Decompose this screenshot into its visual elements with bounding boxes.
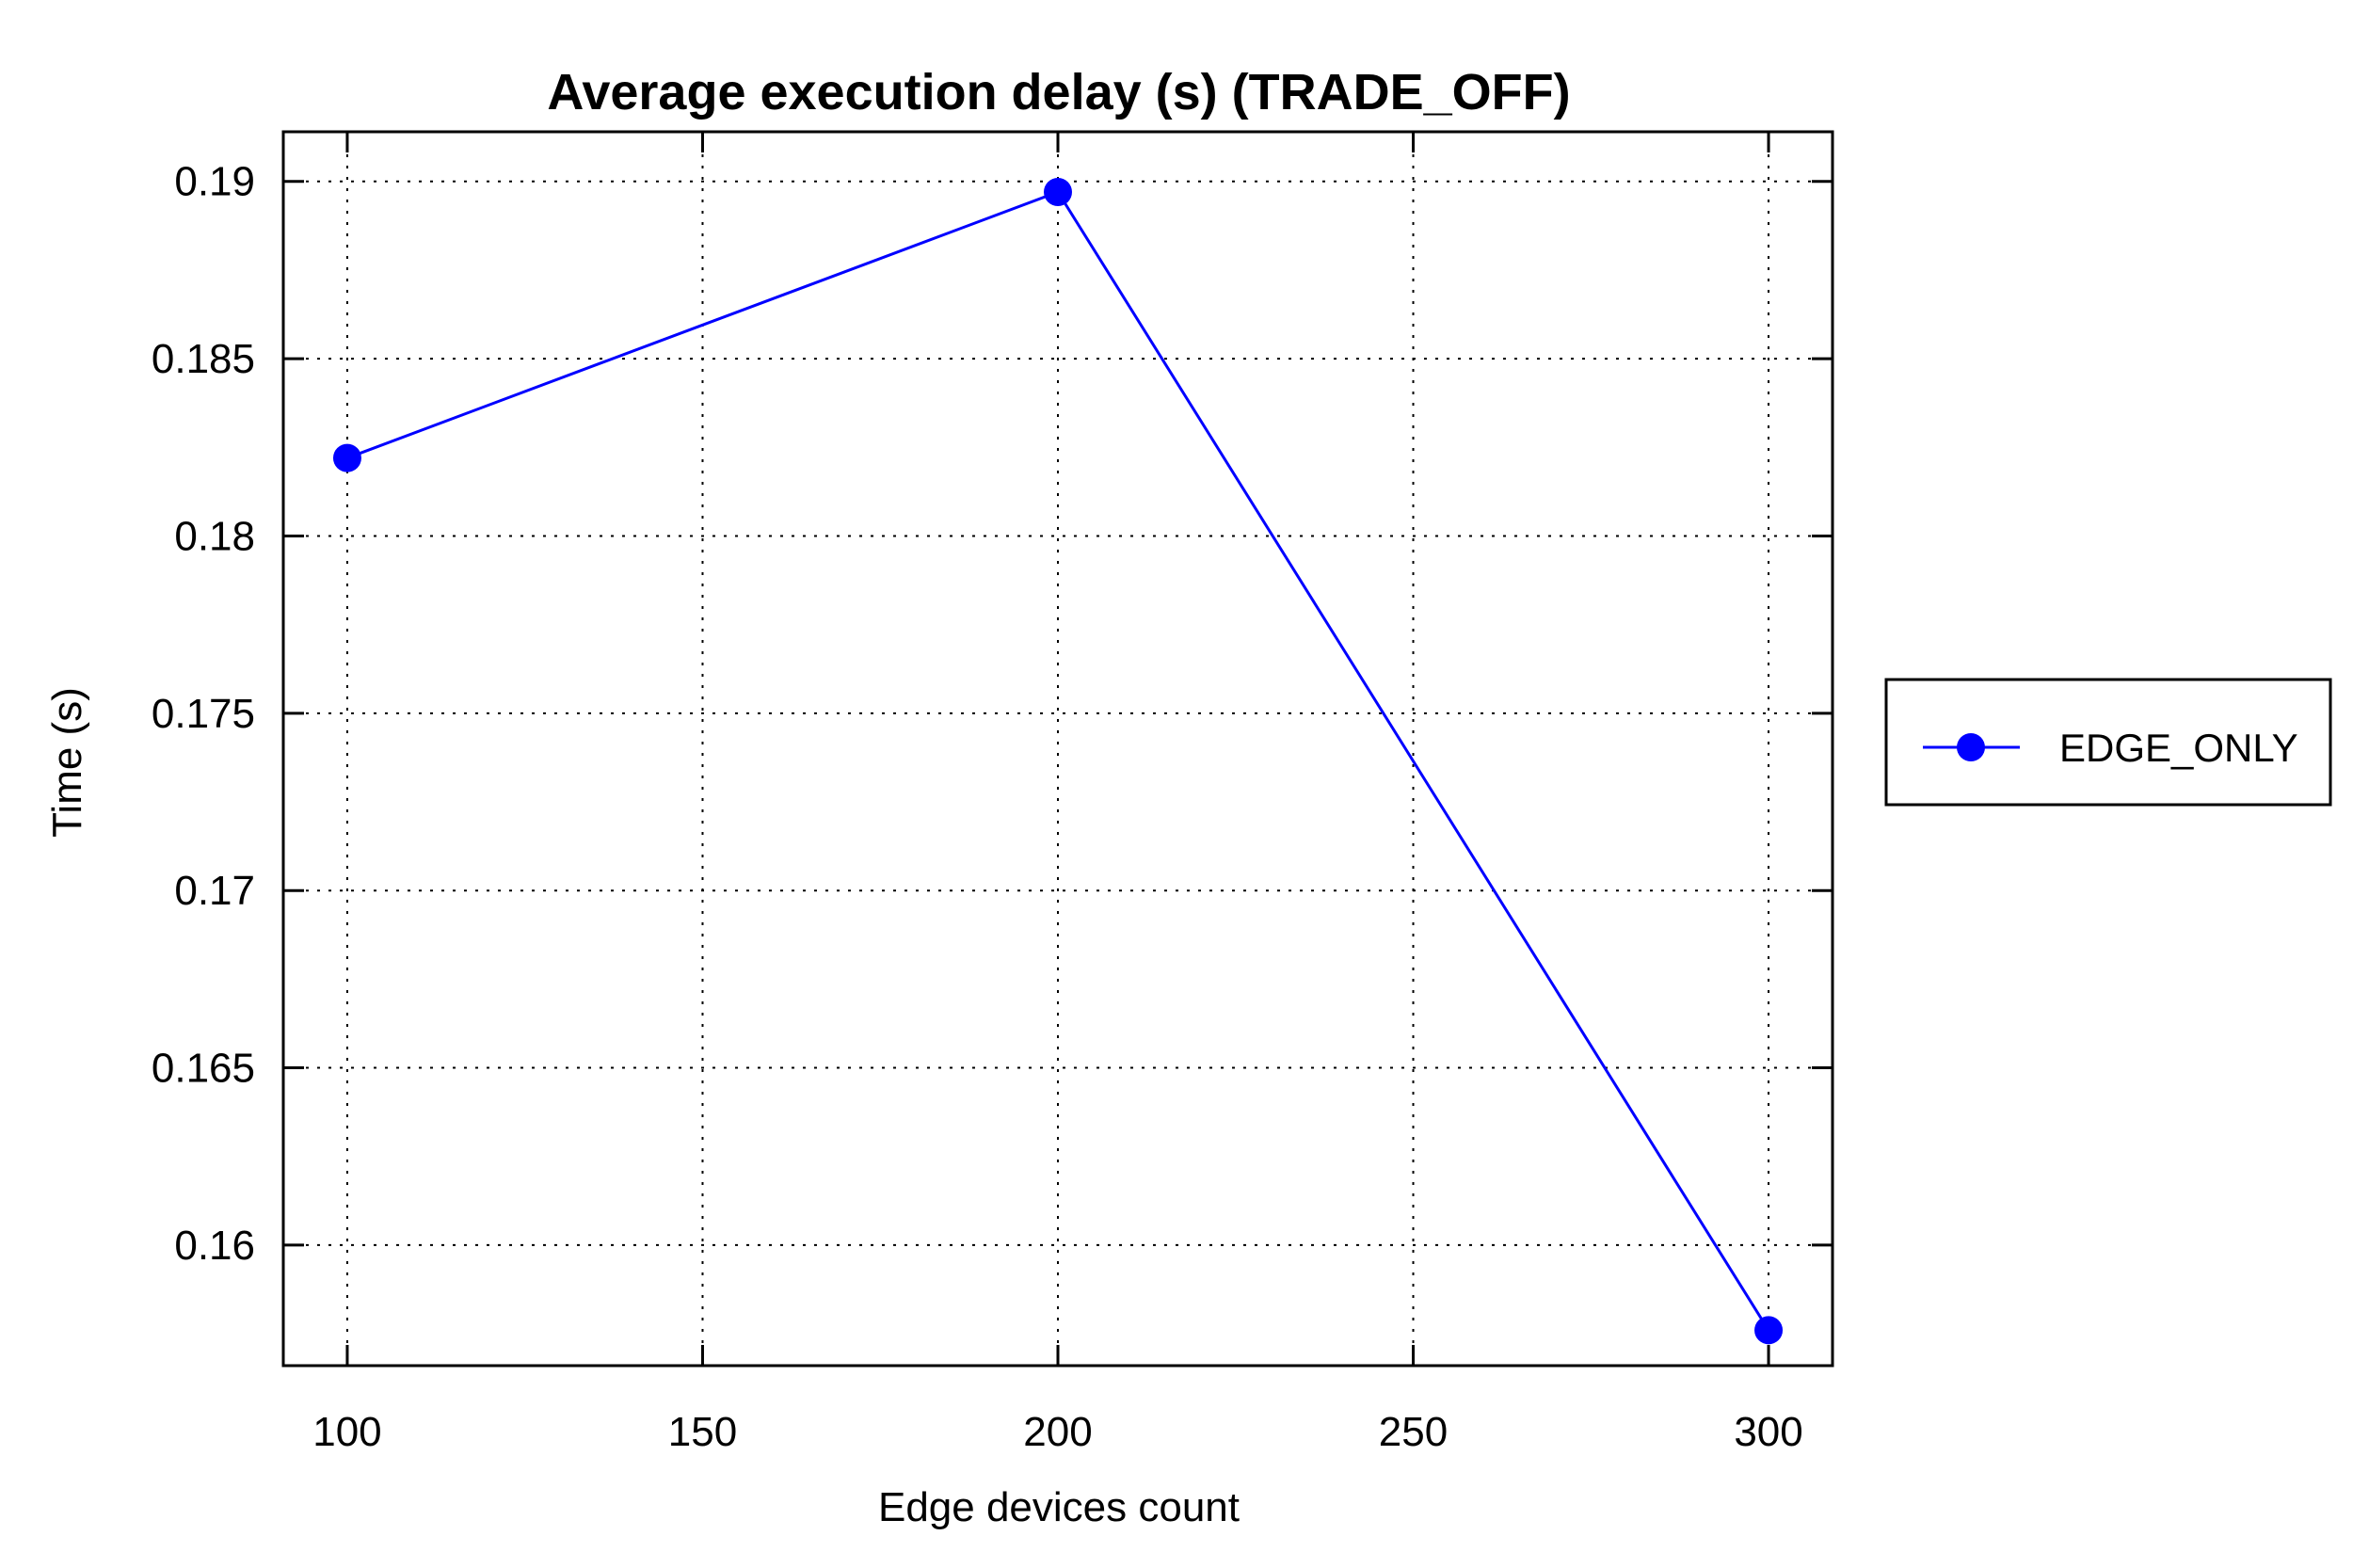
legend-entry-edge-only: EDGE_ONLY (2059, 726, 2298, 770)
plot-frame (281, 130, 1834, 1368)
y-axis-label: Time (s) (44, 687, 90, 838)
y-tick-label: 0.175 (152, 691, 255, 737)
data-point (332, 443, 361, 472)
grid-lines (283, 132, 1833, 1366)
data-point (1754, 1316, 1784, 1345)
data-point (1044, 178, 1072, 207)
y-tick-label: 0.185 (152, 336, 255, 382)
y-tick-label: 0.17 (174, 868, 255, 914)
x-tick-label: 200 (1023, 1409, 1092, 1455)
x-tick-label: 300 (1734, 1409, 1802, 1455)
series-layer (332, 178, 1784, 1345)
x-tick-label: 150 (668, 1409, 737, 1455)
axis-ticks: 100 150 200 250 300 0.16 0.165 0.17 0.175 0.18 0.1… (152, 132, 1833, 1455)
legend-marker-swatch (1957, 733, 1985, 761)
x-tick-label: 100 (312, 1409, 381, 1455)
legend-box (1884, 678, 2332, 807)
x-tick-label: 250 (1379, 1409, 1448, 1455)
series-line-edge-only (346, 190, 1770, 1332)
y-tick-label: 0.19 (174, 159, 255, 205)
legend: EDGE_ONLY (1884, 678, 2332, 807)
x-axis-label: Edge devices count (878, 1484, 1240, 1530)
y-tick-label: 0.18 (174, 513, 255, 559)
y-tick-label: 0.165 (152, 1046, 255, 1092)
y-tick-label: 0.16 (174, 1223, 255, 1269)
chart-title: Average execution delay (s) (TRADE_OFF) (547, 64, 1570, 120)
